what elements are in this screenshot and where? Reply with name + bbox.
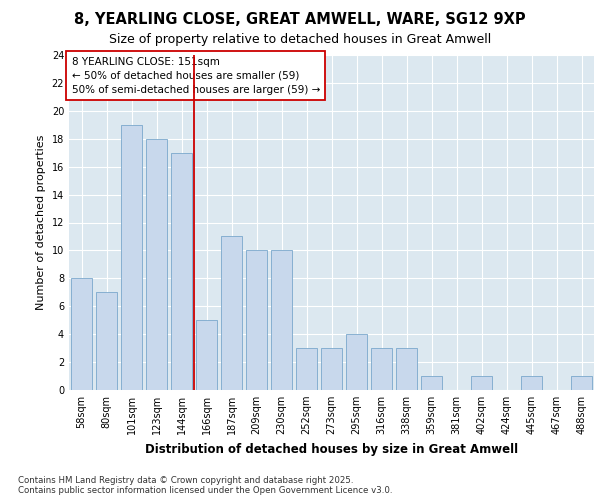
Bar bbox=[196, 320, 217, 390]
Bar bbox=[321, 348, 342, 390]
Bar bbox=[521, 376, 542, 390]
Bar bbox=[271, 250, 292, 390]
Text: Contains HM Land Registry data © Crown copyright and database right 2025.
Contai: Contains HM Land Registry data © Crown c… bbox=[18, 476, 392, 495]
Bar bbox=[296, 348, 317, 390]
Bar bbox=[96, 292, 117, 390]
Bar bbox=[146, 138, 167, 390]
Bar bbox=[171, 152, 192, 390]
Bar bbox=[371, 348, 392, 390]
Bar bbox=[246, 250, 267, 390]
Bar bbox=[471, 376, 492, 390]
Bar bbox=[221, 236, 242, 390]
Y-axis label: Number of detached properties: Number of detached properties bbox=[36, 135, 46, 310]
Text: 8 YEARLING CLOSE: 151sqm
← 50% of detached houses are smaller (59)
50% of semi-d: 8 YEARLING CLOSE: 151sqm ← 50% of detach… bbox=[71, 56, 320, 94]
X-axis label: Distribution of detached houses by size in Great Amwell: Distribution of detached houses by size … bbox=[145, 442, 518, 456]
Bar bbox=[71, 278, 92, 390]
Bar bbox=[571, 376, 592, 390]
Text: 8, YEARLING CLOSE, GREAT AMWELL, WARE, SG12 9XP: 8, YEARLING CLOSE, GREAT AMWELL, WARE, S… bbox=[74, 12, 526, 28]
Bar bbox=[421, 376, 442, 390]
Bar bbox=[346, 334, 367, 390]
Text: Size of property relative to detached houses in Great Amwell: Size of property relative to detached ho… bbox=[109, 32, 491, 46]
Bar bbox=[396, 348, 417, 390]
Bar bbox=[121, 125, 142, 390]
